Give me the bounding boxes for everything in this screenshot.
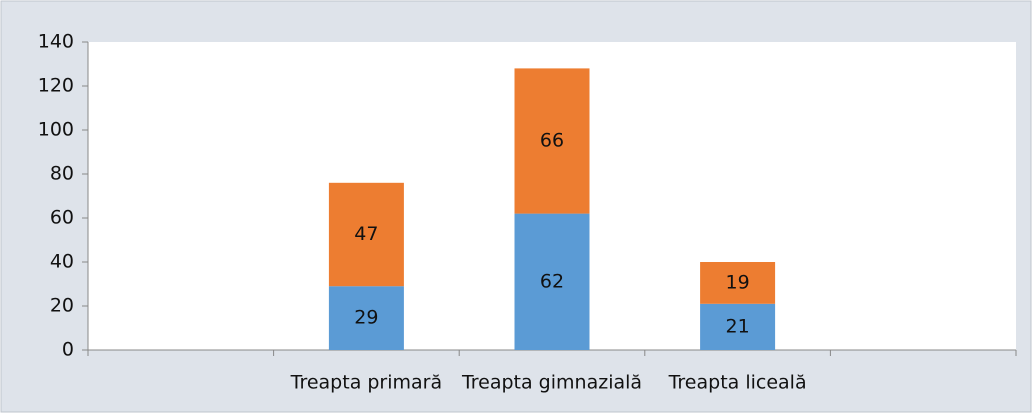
y-tick-label: 120 (38, 75, 74, 97)
y-tick-label: 0 (62, 339, 74, 361)
x-tick-label: Treapta liceală (668, 372, 807, 394)
y-tick-label: 20 (50, 295, 74, 317)
data-label: 66 (540, 130, 564, 152)
bar-segment (328, 286, 404, 350)
y-tick-label: 40 (50, 251, 74, 273)
bar-segment (328, 182, 404, 287)
data-label: 29 (354, 307, 378, 329)
data-label: 21 (726, 315, 750, 337)
y-tick-label: 80 (50, 163, 74, 185)
data-label: 19 (726, 271, 750, 293)
data-label: 62 (540, 270, 564, 292)
data-label: 47 (354, 223, 378, 245)
x-tick-label: Treapta gimnazială (461, 372, 642, 394)
y-tick-label: 100 (38, 119, 74, 141)
bar-segment (514, 213, 590, 350)
x-tick-label: Treapta primară (290, 372, 443, 394)
bar-segment (700, 303, 776, 350)
bar-segment (514, 68, 590, 214)
bar-segment (700, 262, 776, 304)
y-tick-label: 60 (50, 207, 74, 229)
y-tick-label: 140 (38, 31, 74, 53)
